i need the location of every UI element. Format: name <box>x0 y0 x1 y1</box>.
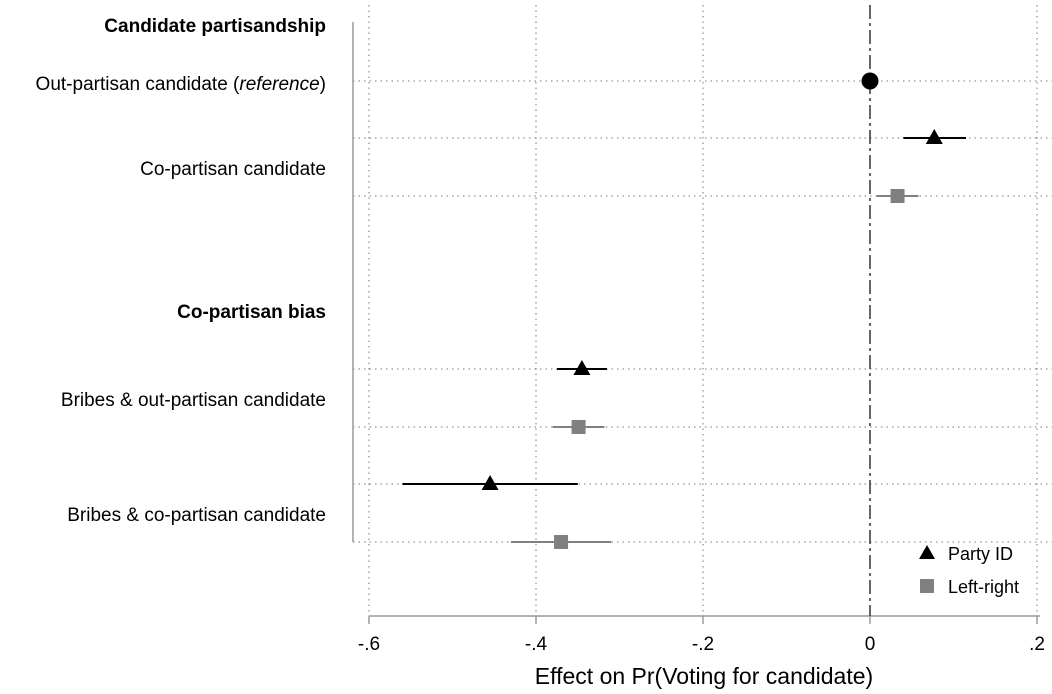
left-right-square-marker <box>571 420 586 434</box>
row-label-bribes-out-partisan: Bribes & out-partisan candidate <box>61 390 326 411</box>
party-id-triangle-marker <box>925 129 943 144</box>
group-header-partisanship: Candidate partisandship <box>104 16 326 37</box>
legend-triangle-icon <box>919 545 935 559</box>
legend-label-party-id: Party ID <box>948 544 1013 564</box>
reference-point-marker <box>861 72 879 90</box>
x-axis-title: Effect on Pr(Voting for candidate) <box>535 663 873 689</box>
legend-square-icon <box>920 579 934 593</box>
party-id-triangle-marker <box>481 475 499 490</box>
row-label-co-partisan: Co-partisan candidate <box>140 159 326 180</box>
row-label-bribes-co-partisan: Bribes & co-partisan candidate <box>67 505 326 526</box>
x-tick-label: -.2 <box>692 634 714 655</box>
left-right-square-marker <box>890 189 905 203</box>
x-axis-ticks: -.6 -.4 -.2 0 .2 <box>358 616 1045 655</box>
legend: Party ID Left-right <box>919 544 1019 597</box>
row-label-out-partisan: Out-partisan candidate (reference) <box>36 74 326 95</box>
x-tick-label: -.6 <box>358 634 380 655</box>
party-id-triangle-marker <box>573 360 591 375</box>
legend-label-left-right: Left-right <box>948 577 1019 597</box>
left-right-square-marker <box>554 535 569 549</box>
data-marks <box>402 72 967 549</box>
x-tick-label: 0 <box>865 634 876 655</box>
group-header-bias: Co-partisan bias <box>177 302 326 323</box>
x-tick-label: -.4 <box>525 634 548 655</box>
x-tick-label: .2 <box>1029 634 1045 655</box>
